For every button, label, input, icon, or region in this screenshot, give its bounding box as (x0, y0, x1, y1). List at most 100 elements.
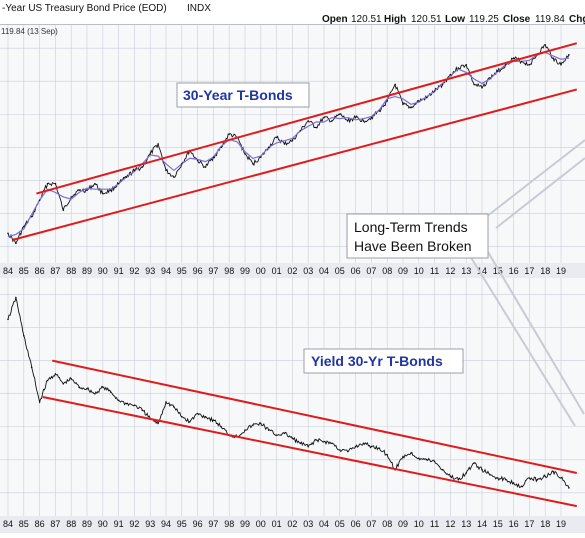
price-x-tick-label: 18 (540, 266, 550, 276)
price-data-point (560, 63, 562, 66)
yield-data-point (23, 335, 25, 337)
price-x-tick-label: 17 (524, 266, 534, 276)
yield-data-point (362, 442, 365, 445)
yield-x-tick-label: 08 (382, 519, 392, 529)
price-data-point (30, 215, 33, 218)
yield-data-point (102, 386, 104, 388)
price-data-point (504, 63, 507, 66)
price-data-point (204, 166, 207, 168)
yield-x-tick-label: 93 (145, 519, 155, 529)
price-x-tick-label: 13 (461, 266, 471, 276)
price-data-point (15, 242, 17, 244)
price-data-point (339, 113, 341, 116)
yield-x-tick-label: 92 (129, 519, 139, 529)
yield-x-tick-label: 12 (445, 519, 455, 529)
yield-data-point (512, 482, 515, 484)
price-data-point (173, 176, 175, 178)
header-exchange: INDX (187, 3, 211, 14)
yield-data-point (465, 472, 468, 474)
close-value: 119.84 (535, 14, 565, 25)
callout-box (346, 213, 489, 259)
yield-data-point (109, 391, 112, 393)
price-data-point (78, 189, 80, 192)
price-data-point (323, 116, 325, 119)
price-data-point (228, 133, 230, 135)
yield-gridlines (0, 278, 585, 516)
yield-data-point (520, 485, 523, 488)
yield-data-point (497, 477, 499, 479)
price-x-tick-label: 96 (193, 266, 203, 276)
yield-series-line (7, 296, 570, 489)
price-data-point (7, 232, 9, 235)
price-x-tick-label: 90 (98, 266, 108, 276)
price-x-tick-label: 14 (477, 266, 487, 276)
price-data-point (346, 120, 349, 122)
yield-data-point (38, 401, 41, 403)
yield-data-point (457, 478, 460, 481)
price-lower-trend-line (12, 88, 578, 241)
yield-data-point (157, 422, 159, 425)
yield-data-point (173, 406, 175, 408)
price-data-point (315, 126, 317, 129)
yield-x-tick-label: 09 (398, 519, 408, 529)
price-x-tick-label: 09 (398, 266, 408, 276)
yield-data-point (536, 478, 539, 481)
yield-data-point (425, 459, 428, 461)
yield-data-point (291, 437, 294, 440)
price-data-point (489, 77, 491, 79)
yield-x-tick-label: 18 (540, 519, 550, 529)
yield-data-point (410, 452, 412, 455)
price-data-point (331, 120, 333, 122)
price-x-tick-label: 94 (161, 266, 171, 276)
price-data-point (54, 182, 57, 185)
yield-data-point (544, 475, 546, 478)
price-x-tick-label: 95 (177, 266, 187, 276)
yield-x-tick-label: 88 (66, 519, 76, 529)
yield-x-tick-label: 84 (3, 519, 13, 529)
yield-data-point (7, 318, 9, 321)
yield-data-point (418, 457, 420, 460)
yield-data-point (54, 373, 57, 375)
price-data-point (133, 169, 136, 172)
yield-data-point (70, 378, 72, 380)
price-x-tick-label: 84 (3, 266, 13, 276)
yield-title-box (303, 348, 464, 374)
price-data-point (465, 63, 468, 66)
yield-data-point (204, 416, 207, 418)
price-x-tick-label: 92 (129, 266, 139, 276)
yield-data-point (552, 470, 554, 473)
price-data-point (528, 63, 531, 66)
price-x-tick-label: 10 (414, 266, 424, 276)
price-data-point (38, 199, 41, 201)
price-x-tick-label: 86 (35, 266, 45, 276)
price-data-point (386, 100, 389, 102)
price-data-point (157, 143, 159, 145)
yield-x-tick-label: 95 (177, 519, 187, 529)
price-data-point (267, 146, 270, 149)
price-data-point (299, 130, 302, 132)
yield-data-point (86, 387, 88, 390)
yield-data-point (212, 419, 215, 421)
price-data-point (402, 103, 404, 106)
price-data-point (425, 96, 428, 99)
yield-data-point (504, 478, 507, 481)
yield-x-tick-label: 87 (50, 519, 60, 529)
yield-x-tick-label: 14 (477, 519, 487, 529)
price-x-tick-label: 00 (256, 266, 266, 276)
price-x-tick-label: 85 (19, 266, 29, 276)
price-x-tick-label: 89 (82, 266, 92, 276)
yield-data-point (339, 449, 341, 451)
price-data-point (220, 146, 223, 149)
price-series-line (7, 44, 570, 245)
price-data-point (23, 225, 25, 228)
yield-data-point (125, 402, 128, 405)
yield-data-point (133, 404, 136, 407)
yield-data-point (94, 392, 96, 395)
price-data-point (252, 163, 254, 165)
price-data-point (86, 189, 88, 192)
yield-data-point (441, 468, 444, 471)
callout-pointer-bottom-a (487, 251, 585, 415)
price-upper-trend-line (36, 42, 578, 195)
callout-line-2: Have Been Broken (354, 238, 472, 254)
callout-line-1: Long-Term Trends (354, 219, 468, 235)
